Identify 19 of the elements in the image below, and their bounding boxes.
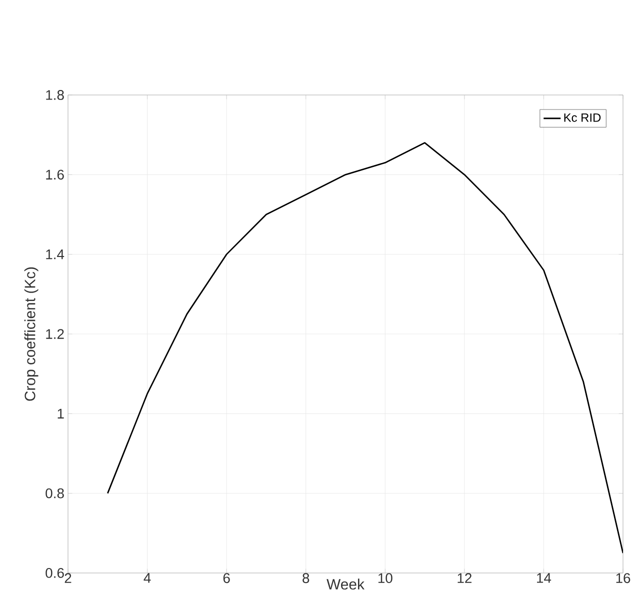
x-tick-label: 8 <box>302 573 310 584</box>
x-tick-label: 12 <box>458 573 472 583</box>
x-tick-label: 2 <box>64 573 72 583</box>
y-tick-label: 1 <box>58 408 64 418</box>
x-tick-label: 14 <box>537 573 552 583</box>
y-tick-label: 1.4 <box>46 250 64 260</box>
y-tick-label: 0.8 <box>46 488 64 498</box>
y-tick-label: 1.2 <box>46 329 64 339</box>
x-axis-title: Week <box>326 578 364 590</box>
y-tick-label: 0.6 <box>46 568 64 578</box>
legend-label: Kc RID <box>564 114 601 122</box>
y-tick-label: 1.8 <box>46 90 64 100</box>
x-tick-label: 6 <box>223 573 230 584</box>
x-tick-label: 16 <box>616 573 630 584</box>
line-series <box>106 142 624 554</box>
y-tick-label: 1.6 <box>46 170 64 180</box>
y-axis-title: Crop coefficient (Kc) <box>24 267 38 401</box>
x-tick-label: 4 <box>144 573 151 583</box>
x-tick-label: 10 <box>378 573 392 584</box>
